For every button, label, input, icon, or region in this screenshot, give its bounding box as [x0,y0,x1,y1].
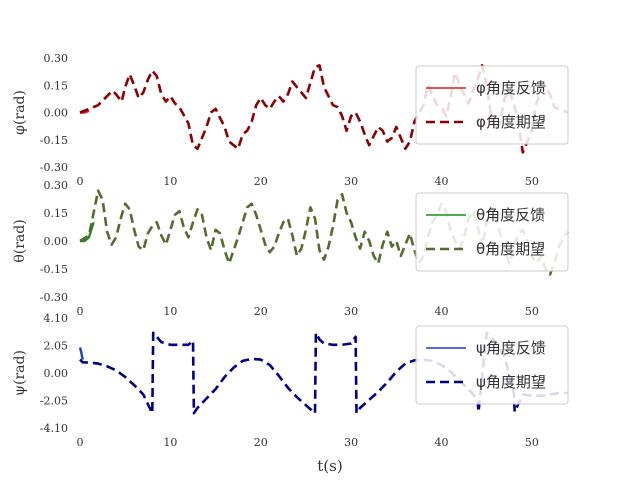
y-tick-label: -4.10 [40,422,68,435]
subplot-1: 0.30 0.15 0.00 -0.15 -0.30 0 10 20 30 40 50 θ(rad) θ… [12,179,570,318]
x-tick-label: 0 [77,175,84,188]
x-axis-label: t(s) [317,457,342,475]
y-tick-label: 2.05 [44,340,69,353]
x-tick-label: 30 [344,436,358,449]
y-tick-label: -0.30 [40,161,68,174]
legend [415,192,569,272]
legend-entry-0: φ角度反馈 [476,79,546,97]
y-tick-label: -2.05 [40,395,68,408]
x-tick-label: 10 [163,305,177,318]
x-tick-label: 0 [77,305,84,318]
x-tick-label: 30 [344,305,358,318]
y-tick-label: 0.15 [44,79,69,92]
legend-entry-1: θ角度期望 [476,240,545,258]
y-tick-label: 0.30 [44,52,69,65]
legend-entry-1: ψ角度期望 [476,373,546,391]
x-tick-label: 20 [254,436,268,449]
x-tick-label: 10 [163,436,177,449]
y-tick-label: -0.15 [40,263,68,276]
x-tick-label: 40 [434,436,448,449]
x-tick-label: 40 [434,175,448,188]
y-axis-label: φ(rad) [12,90,28,135]
y-axis-label: θ(rad) [12,219,28,262]
x-tick-label: 20 [254,175,268,188]
y-tick-label: -0.15 [40,134,68,147]
x-tick-label: 50 [525,436,539,449]
y-tick-label: 0.00 [44,235,69,248]
y-tick-label: 0.00 [44,367,69,380]
legend-entry-1: φ角度期望 [476,113,546,131]
legend-entry-0: ψ角度反馈 [476,339,546,357]
y-tick-label: 0.30 [44,179,69,192]
series-line-0 [78,347,84,360]
series-line-1 [79,64,569,154]
y-axis-label: ψ(rad) [12,350,28,396]
y-tick-label: 4.10 [44,312,69,325]
y-tick-label: -0.30 [40,291,68,304]
x-tick-label: 50 [525,305,539,318]
subplot-2: 4.10 2.05 0.00 -2.05 -4.10 0 10 20 30 40 50 ψ(rad) ψ… [12,312,569,449]
x-tick-label: 40 [434,305,448,318]
subplot-0: 0.30 0.15 0.00 -0.15 -0.30 0 10 20 30 40 50 φ(rad) φ… [12,52,569,188]
x-tick-label: 50 [525,175,539,188]
y-tick-label: 0.15 [44,207,69,220]
legend [415,325,569,405]
y-tick-label: 0.00 [44,107,69,120]
series-line-1 [79,331,568,415]
x-tick-label: 0 [77,436,84,449]
x-tick-label: 20 [254,305,268,318]
legend [415,65,569,145]
legend-entry-0: θ角度反馈 [476,206,545,224]
x-tick-label: 10 [163,175,177,188]
x-tick-label: 30 [344,175,358,188]
